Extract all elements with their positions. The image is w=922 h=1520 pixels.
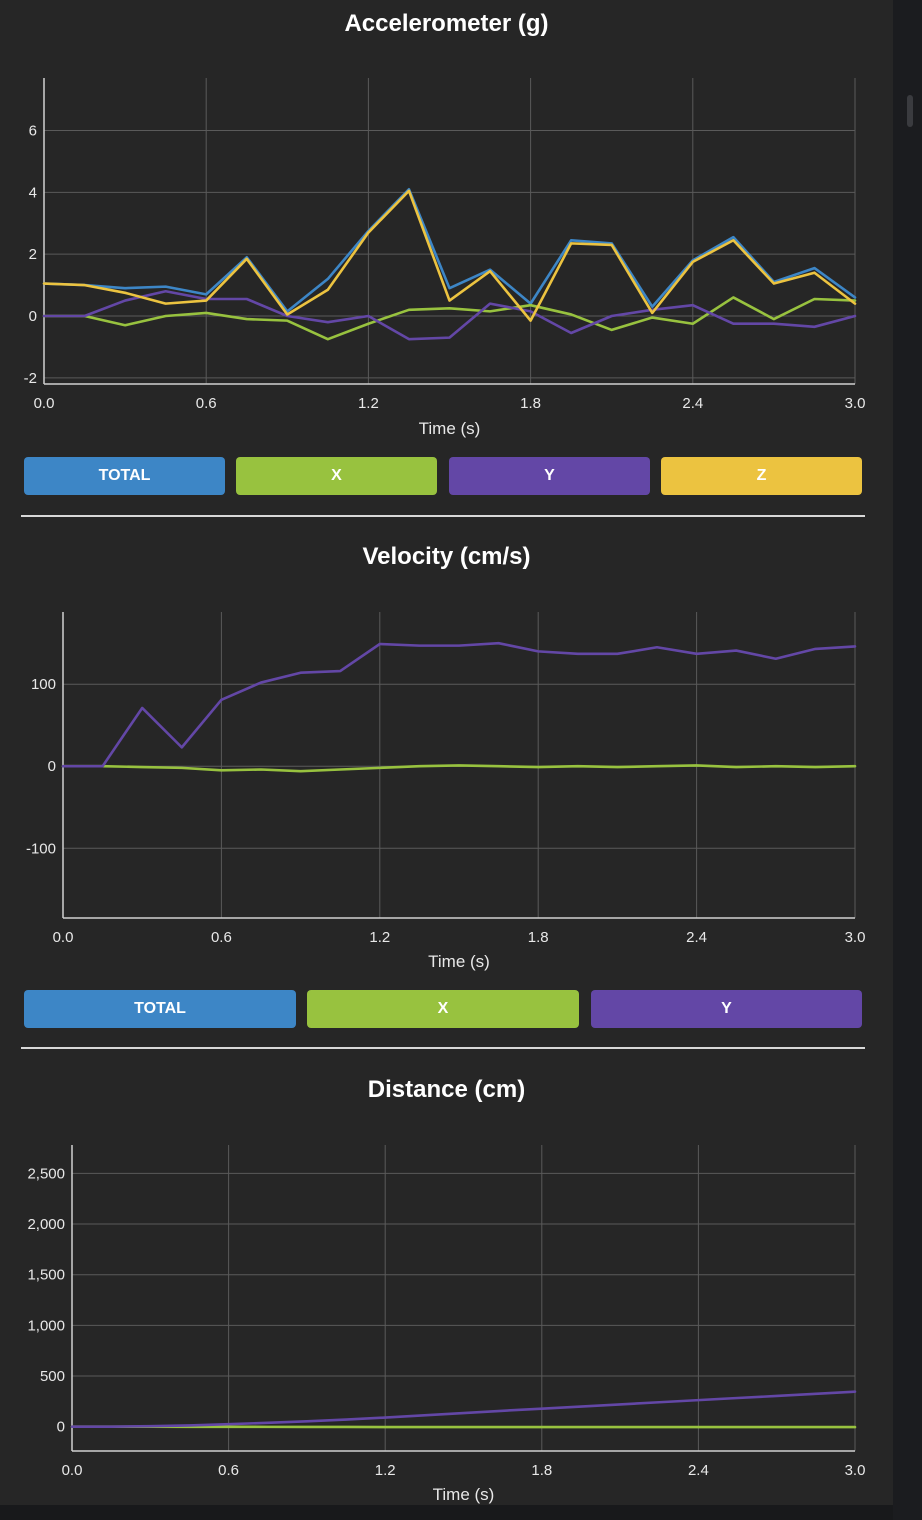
x-tick-label: 0.6	[218, 1462, 239, 1479]
x-axis-label: Time (s)	[428, 952, 490, 971]
accel-legend-z-button[interactable]: Z	[661, 457, 862, 495]
section-divider	[21, 515, 865, 517]
y-tick-label: 1,500	[27, 1267, 65, 1284]
x-tick-label: 3.0	[845, 1462, 866, 1479]
y-tick-label: -100	[26, 840, 56, 857]
series-line-y	[61, 641, 857, 768]
x-tick-label: 2.4	[688, 1462, 709, 1479]
section-divider	[21, 1047, 865, 1049]
x-tick-label: 1.2	[358, 395, 379, 412]
y-tick-label: 2,500	[27, 1165, 65, 1182]
x-tick-label: 3.0	[845, 929, 866, 946]
x-tick-label: 0.0	[53, 929, 74, 946]
accelerometer-title: Accelerometer (g)	[344, 10, 549, 37]
velocity-legend-x-button[interactable]: X	[307, 990, 579, 1028]
x-tick-label: 0.6	[211, 929, 232, 946]
accel-legend-y-button[interactable]: Y	[449, 457, 650, 495]
velocity-legend-y-button[interactable]: Y	[591, 990, 862, 1028]
x-tick-label: 1.8	[531, 1462, 552, 1479]
x-axis-label: Time (s)	[419, 419, 481, 438]
distance-chart: 0.0 0.6 1.2 1.8 2.4 3.0 0 500 1,000 1,500 2,000 2,5…	[27, 1145, 866, 1504]
window-edge	[893, 0, 922, 1520]
series-line-x	[61, 764, 857, 773]
velocity-title: Velocity (cm/s)	[362, 543, 531, 570]
y-tick-label: 100	[31, 676, 56, 693]
series-line-x	[42, 296, 857, 341]
x-tick-label: 0.6	[196, 395, 217, 412]
y-tick-label: 2	[29, 246, 37, 263]
accelerometer-chart: 0.0 0.6 1.2 1.8 2.4 3.0 -2 0 2 4 6 Time (s)	[24, 78, 866, 438]
x-tick-label: 1.8	[520, 395, 541, 412]
x-tick-label: 1.2	[375, 1462, 396, 1479]
y-tick-label: 0	[48, 758, 56, 775]
accel-legend-x-button[interactable]: X	[236, 457, 437, 495]
series-line-y	[70, 1390, 857, 1428]
accel-legend-total-button[interactable]: TOTAL	[24, 457, 225, 495]
y-tick-label: 1,000	[27, 1317, 65, 1334]
y-tick-label: 4	[29, 184, 37, 201]
x-axis-label: Time (s)	[433, 1485, 495, 1504]
y-tick-label: 500	[40, 1368, 65, 1385]
x-tick-label: 2.4	[682, 395, 703, 412]
x-tick-label: 0.0	[62, 1462, 83, 1479]
series-line-y	[42, 289, 857, 341]
y-tick-label: 0	[57, 1419, 65, 1436]
charts-panel: Accelerometer (g) 0.0 0.6 1.2 1.8 2.4 3.0 -2 0 2…	[0, 0, 893, 1505]
velocity-chart: 0.0 0.6 1.2 1.8 2.4 3.0 -100 0 100 Time (s)	[26, 612, 866, 971]
x-tick-label: 0.0	[34, 395, 55, 412]
scroll-handle[interactable]	[907, 95, 913, 127]
y-tick-label: -2	[24, 370, 37, 387]
bottom-toolbar-strip	[0, 1505, 893, 1520]
y-tick-label: 6	[29, 123, 37, 140]
series-line-z	[42, 189, 857, 322]
x-tick-label: 1.8	[528, 929, 549, 946]
velocity-legend-total-button[interactable]: TOTAL	[24, 990, 296, 1028]
y-tick-label: 2,000	[27, 1216, 65, 1233]
y-tick-label: 0	[29, 308, 37, 325]
x-tick-label: 3.0	[845, 395, 866, 412]
series-line-total	[42, 187, 857, 313]
x-tick-label: 1.2	[369, 929, 390, 946]
x-tick-label: 2.4	[686, 929, 707, 946]
distance-title: Distance (cm)	[367, 1076, 526, 1103]
